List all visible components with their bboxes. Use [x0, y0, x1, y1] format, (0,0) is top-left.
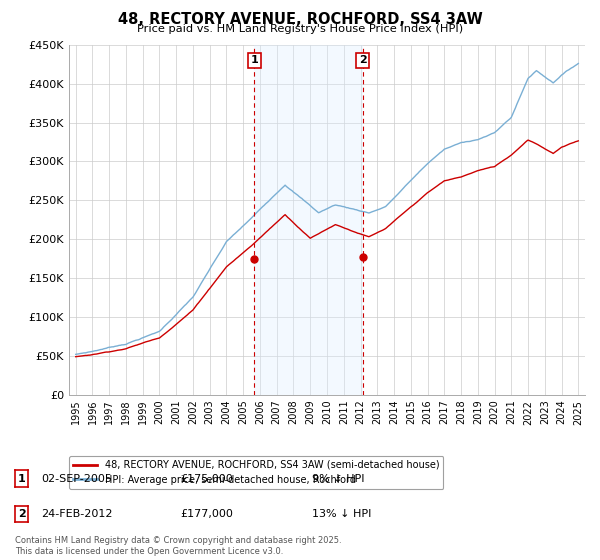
Bar — [254, 45, 362, 395]
Text: 24-FEB-2012: 24-FEB-2012 — [41, 509, 112, 519]
Text: 02-SEP-2005: 02-SEP-2005 — [41, 474, 112, 484]
Point — [250, 254, 259, 263]
Text: 48, RECTORY AVENUE, ROCHFORD, SS4 3AW: 48, RECTORY AVENUE, ROCHFORD, SS4 3AW — [118, 12, 482, 27]
Legend: 48, RECTORY AVENUE, ROCHFORD, SS4 3AW (semi-detached house), HPI: Average price,: 48, RECTORY AVENUE, ROCHFORD, SS4 3AW (s… — [69, 456, 443, 489]
Text: Price paid vs. HM Land Registry's House Price Index (HPI): Price paid vs. HM Land Registry's House … — [137, 24, 463, 34]
Text: £175,000: £175,000 — [180, 474, 233, 484]
Text: Contains HM Land Registry data © Crown copyright and database right 2025.
This d: Contains HM Land Registry data © Crown c… — [15, 536, 341, 556]
Text: 2: 2 — [359, 55, 367, 66]
Text: 9% ↓ HPI: 9% ↓ HPI — [312, 474, 365, 484]
Point — [358, 253, 367, 262]
Text: 1: 1 — [18, 474, 25, 484]
Text: £177,000: £177,000 — [180, 509, 233, 519]
Text: 2: 2 — [18, 509, 25, 519]
Text: 1: 1 — [251, 55, 259, 66]
Text: 13% ↓ HPI: 13% ↓ HPI — [312, 509, 371, 519]
